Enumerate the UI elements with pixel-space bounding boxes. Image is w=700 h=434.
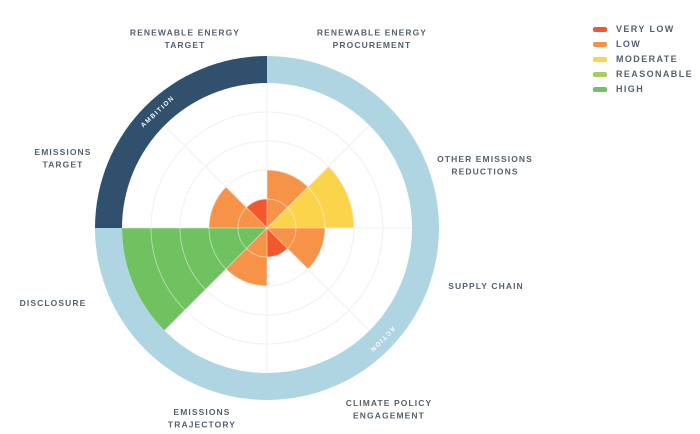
legend-swatch-high bbox=[593, 87, 607, 92]
sector-wedge-disclosure[interactable] bbox=[122, 228, 267, 331]
legend-item-moderate: MODERATE bbox=[593, 52, 693, 67]
legend-label-high: HIGH bbox=[616, 84, 645, 94]
polar-grid-overlay bbox=[123, 84, 411, 372]
sector-wedge-climate-policy-engagement[interactable] bbox=[267, 228, 288, 257]
sector-wedge-renewable-energy-procurement[interactable] bbox=[267, 170, 309, 228]
legend-swatch-moderate bbox=[593, 57, 607, 62]
sector-label-emissions-target-line2: TARGET bbox=[43, 160, 84, 170]
sector-label-other-emissions-reductions-line2: REDUCTIONS bbox=[451, 167, 518, 177]
sector-label-renewable-energy-procurement-line1: RENEWABLE ENERGY bbox=[317, 28, 427, 38]
sector-label-renewable-energy-target-line1: RENEWABLE ENERGY bbox=[130, 28, 240, 38]
legend-label-reasonable: REASONABLE bbox=[616, 69, 694, 79]
sector-label-emissions-trajectory-line1: EMISSIONS bbox=[173, 407, 230, 417]
sector-wedge-emissions-trajectory[interactable] bbox=[225, 228, 267, 286]
legend-label-moderate: MODERATE bbox=[616, 54, 679, 64]
sector-label-emissions-target-line1: EMISSIONS bbox=[34, 147, 91, 157]
sector-wedge-emissions-target[interactable] bbox=[209, 186, 267, 228]
sector-wedge-other-emissions-reductions[interactable] bbox=[267, 166, 354, 228]
legend-label-very-low: VERY LOW bbox=[616, 24, 675, 34]
sector-label-supply-chain-line1: SUPPLY CHAIN bbox=[448, 281, 524, 291]
sector-label-renewable-energy-target-line2: TARGET bbox=[165, 40, 206, 50]
sector-label-renewable-energy-procurement-line2: PROCUREMENT bbox=[333, 40, 412, 50]
band-ambition bbox=[95, 56, 267, 228]
sector-wedge-renewable-energy-target[interactable] bbox=[246, 199, 267, 228]
legend-item-high: HIGH bbox=[593, 82, 693, 97]
legend-swatch-very-low bbox=[593, 27, 607, 32]
legend: VERY LOW LOW MODERATE REASONABLE HIGH bbox=[593, 22, 693, 97]
sector-label-other-emissions-reductions-line1: OTHER EMISSIONS bbox=[437, 154, 533, 164]
sector-label-climate-policy-engagement-line2: ENGAGEMENT bbox=[353, 411, 425, 421]
sector-wedge-supply-chain[interactable] bbox=[267, 228, 325, 270]
legend-label-low: LOW bbox=[616, 39, 642, 49]
sector-label-disclosure-line1: DISCLOSURE bbox=[20, 298, 87, 308]
sector-label-emissions-trajectory-line2: TRAJECTORY bbox=[168, 420, 236, 430]
legend-swatch-reasonable bbox=[593, 72, 607, 77]
legend-item-very-low: VERY LOW bbox=[593, 22, 693, 37]
legend-swatch-low bbox=[593, 42, 607, 47]
sector-label-climate-policy-engagement-line1: CLIMATE POLICY bbox=[346, 398, 433, 408]
sector-wedges bbox=[122, 166, 354, 331]
legend-item-low: LOW bbox=[593, 37, 693, 52]
legend-item-reasonable: REASONABLE bbox=[593, 67, 693, 82]
sector-labels: RENEWABLE ENERGY PROCUREMENT OTHER EMISSIO… bbox=[20, 28, 533, 430]
